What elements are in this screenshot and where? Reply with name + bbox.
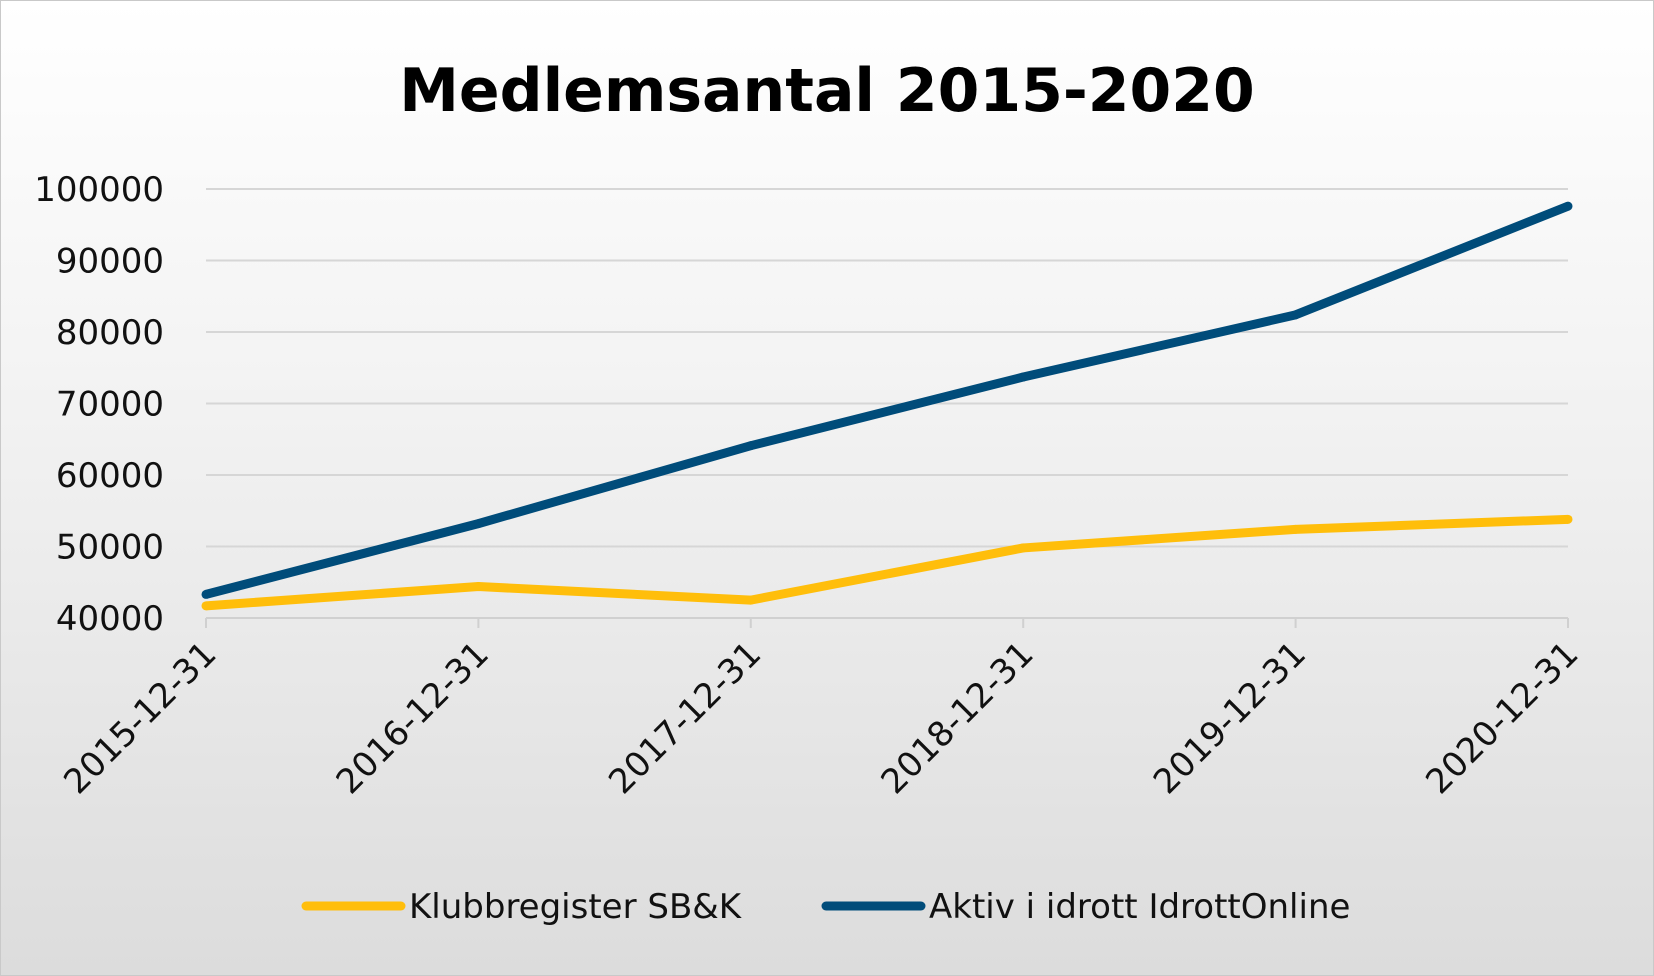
series-line xyxy=(204,201,1570,599)
data-point xyxy=(1563,514,1573,524)
x-tick-label: 2016-12-31 xyxy=(329,634,497,802)
legend-label: Klubbregister SB&K xyxy=(409,887,743,927)
data-point xyxy=(201,589,211,599)
y-tick-label: 90000 xyxy=(56,242,164,282)
data-point xyxy=(1291,524,1301,534)
data-point xyxy=(1018,372,1028,382)
data-point xyxy=(746,595,756,605)
x-tick-label: 2019-12-31 xyxy=(1146,634,1314,802)
y-tick-label: 50000 xyxy=(56,528,164,568)
legend-item: Klubbregister SB&K xyxy=(301,887,743,927)
data-point xyxy=(746,441,756,451)
y-tick-label: 100000 xyxy=(34,170,164,210)
data-point xyxy=(1563,201,1573,211)
y-tick-label: 60000 xyxy=(56,456,164,496)
chart-title: Medlemsantal 2015-2020 xyxy=(399,56,1255,126)
data-point xyxy=(1291,310,1301,320)
y-tick-label: 80000 xyxy=(56,313,164,353)
y-tick-label: 70000 xyxy=(56,385,164,425)
y-tick-label: 40000 xyxy=(56,599,164,639)
x-tick-label: 2020-12-31 xyxy=(1418,634,1586,802)
data-point xyxy=(201,601,211,611)
series-line xyxy=(205,514,1569,611)
legend-label: Aktiv i idrott IdrottOnline xyxy=(929,887,1350,927)
legend-item: Aktiv i idrott IdrottOnline xyxy=(821,887,1350,927)
x-tick-label: 2017-12-31 xyxy=(601,634,769,802)
x-tick-label: 2018-12-31 xyxy=(874,634,1042,802)
data-point xyxy=(1018,543,1028,553)
data-point xyxy=(473,519,483,529)
x-tick-label: 2015-12-31 xyxy=(56,634,224,802)
data-point xyxy=(473,582,483,592)
